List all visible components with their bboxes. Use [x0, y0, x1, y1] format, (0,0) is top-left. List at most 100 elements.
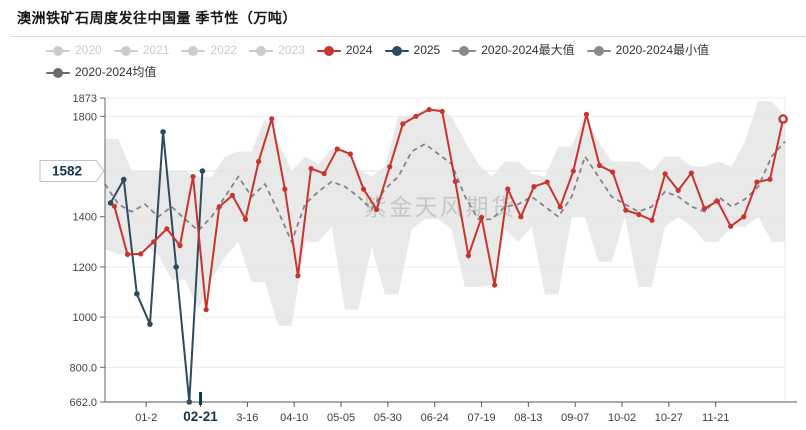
legend-item-2023[interactable]: 2023: [249, 43, 305, 58]
x-axis-tick-label: 05-05: [327, 412, 355, 424]
series-point-2024: [610, 169, 616, 175]
series-point-2024: [269, 116, 275, 122]
chart-title: 澳洲铁矿石周度发往中国量 季节性（万吨）: [17, 10, 297, 26]
series-line-2025: [109, 131, 204, 403]
series-point-2024: [111, 203, 117, 209]
series-point-2024: [426, 106, 432, 113]
legend-series-marker-icon: [384, 45, 409, 56]
legend-series-marker-icon: [452, 45, 477, 56]
series-point-2024: [216, 204, 222, 210]
legend-item-label: 2020: [75, 43, 102, 57]
series-point-2024: [649, 217, 655, 223]
series-point-2025: [134, 291, 140, 297]
legend-item-2020-2024最大值[interactable]: 2020-2024最大值: [452, 43, 575, 58]
legend-series-marker-icon: [181, 45, 206, 56]
y-axis-tick-label: 1800: [73, 111, 97, 123]
series-point-2024: [557, 204, 563, 210]
series-point-2024: [531, 184, 537, 190]
series-point-2024: [505, 186, 511, 192]
legend-item-label: 2020-2024最大值: [481, 43, 575, 57]
legend-item-label: 2023: [278, 43, 305, 57]
series-point-2024: [767, 176, 773, 182]
x-axis-tick-label: 05-30: [374, 412, 402, 424]
series-point-2024: [518, 214, 524, 220]
series-point-2024: [229, 192, 235, 199]
series-point-2024: [701, 205, 708, 212]
y-axis-pointer-value: 1582: [52, 164, 82, 179]
series-point-2024: [492, 282, 498, 288]
legend-item-2020[interactable]: 2020: [46, 43, 102, 58]
series-point-2025: [147, 321, 153, 327]
series-point-2024: [452, 178, 458, 185]
legend-series-marker-icon: [249, 45, 274, 56]
series-point-2024: [151, 239, 157, 245]
x-axis-pointer-label: 02-21: [183, 409, 218, 424]
y-axis-tick-label: 1873: [73, 93, 97, 105]
series-point-2024: [465, 253, 472, 259]
series-point-2024: [688, 170, 694, 176]
series-point-2024: [190, 173, 196, 180]
legend-item-2025[interactable]: 2025: [384, 43, 441, 58]
series-point-2024: [282, 186, 288, 192]
x-axis-tick-label: 01-2: [135, 412, 157, 424]
y-axis-tick-label: 662.0: [69, 397, 97, 409]
legend-item-2024[interactable]: 2024: [316, 43, 373, 58]
legend-item-2020-2024最小值[interactable]: 2020-2024最小值: [586, 43, 709, 58]
series-point-2024: [164, 226, 170, 232]
watermark: 紫金天风期货: [364, 194, 517, 220]
series-point-2024: [741, 214, 747, 220]
series-point-2024: [714, 198, 721, 204]
series-point-2024: [478, 214, 485, 221]
series-point-2024: [544, 179, 550, 185]
series-point-2025: [107, 200, 114, 206]
legend-series-marker-icon: [586, 45, 611, 56]
series-point-2024: [400, 121, 406, 127]
series-point-2024: [754, 179, 760, 185]
y-axis-tick-label: 1000: [73, 312, 97, 324]
y-axis-tick-label: 1400: [73, 212, 97, 224]
legend-item-label: 2020-2024最小值: [615, 43, 709, 57]
series-point-2024: [242, 216, 249, 222]
legend-item-label: 2020-2024均值: [75, 65, 157, 79]
legend-item-2022[interactable]: 2022: [181, 43, 237, 58]
series-point-2024: [374, 206, 380, 213]
series-last-point-2024: [778, 114, 788, 124]
series-point-2024: [308, 165, 314, 172]
legend: 2020 2021 2022 2023 2024 2025 2020-2024最大值 2020…: [46, 43, 762, 80]
x-axis-tick-label: 09-07: [561, 412, 589, 424]
legend-item-2020-2024均值[interactable]: 2020-2024均值: [46, 65, 156, 80]
y-axis-tick-label: 1200: [73, 262, 97, 274]
series-point-2024: [570, 168, 576, 174]
series-point-2025: [120, 176, 127, 183]
x-axis-tick-label: 10-02: [608, 412, 636, 424]
minmax-band: [105, 101, 785, 326]
x-axis-tick-label: 3-16: [236, 412, 258, 424]
series-point-2024: [662, 171, 668, 177]
series-point-2024: [137, 251, 144, 257]
x-axis-tick-label: 08-13: [514, 412, 542, 424]
y-axis-pointer-badge: [39, 160, 105, 183]
series-point-2024: [439, 108, 445, 114]
legend-item-label: 2025: [413, 43, 441, 57]
series-point-2024: [124, 251, 131, 257]
legend-item-2021[interactable]: 2021: [113, 43, 170, 58]
x-axis-tick-label: 04-10: [280, 412, 308, 424]
legend-series-marker-icon: [46, 67, 70, 78]
series-point-2024: [256, 158, 262, 165]
series-point-2024: [321, 170, 327, 177]
legend-item-label: 2024: [345, 43, 373, 57]
series-point-2024: [596, 162, 603, 169]
x-axis-pointer-handle[interactable]: [199, 392, 203, 405]
legend-item-label: 2021: [142, 43, 170, 57]
series-point-2025: [160, 129, 166, 135]
x-axis-tick-label: 06-24: [421, 412, 449, 424]
series-point-2024: [636, 211, 642, 218]
legend-series-marker-icon: [113, 45, 138, 56]
x-axis-tick-label: 10-27: [655, 412, 683, 424]
x-axis-tick-label: 11-21: [702, 412, 729, 424]
series-point-2024: [334, 146, 340, 152]
series-point-2024: [728, 223, 734, 229]
legend-item-label: 2022: [210, 43, 238, 57]
